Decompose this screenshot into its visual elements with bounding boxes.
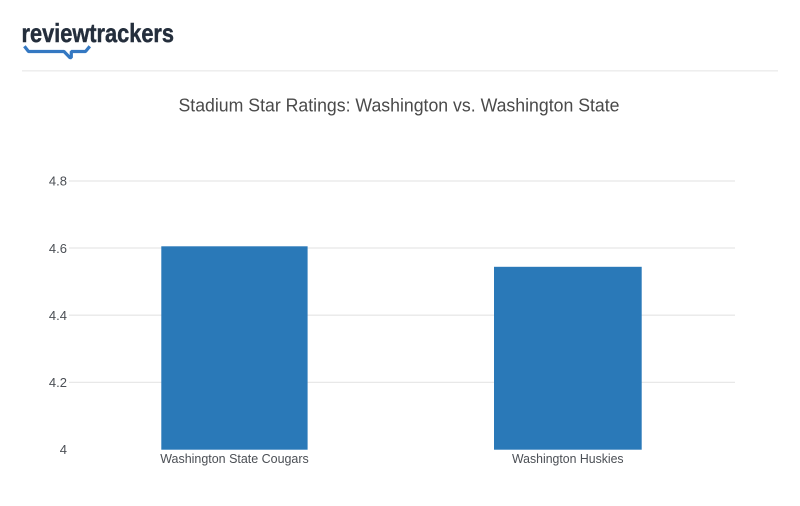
svg-text:4.8: 4.8 xyxy=(49,174,67,189)
svg-text:4.6: 4.6 xyxy=(49,241,67,256)
svg-text:Washington State Cougars: Washington State Cougars xyxy=(160,451,309,466)
svg-text:4.4: 4.4 xyxy=(49,308,67,323)
svg-text:4: 4 xyxy=(60,442,67,457)
svg-text:4.2: 4.2 xyxy=(49,375,67,390)
svg-text:Washington Huskies: Washington Huskies xyxy=(512,451,624,466)
svg-text:Stadium Star Ratings: Washingt: Stadium Star Ratings: Washington vs. Was… xyxy=(179,95,620,116)
svg-text:reviewtrackers: reviewtrackers xyxy=(22,18,175,48)
